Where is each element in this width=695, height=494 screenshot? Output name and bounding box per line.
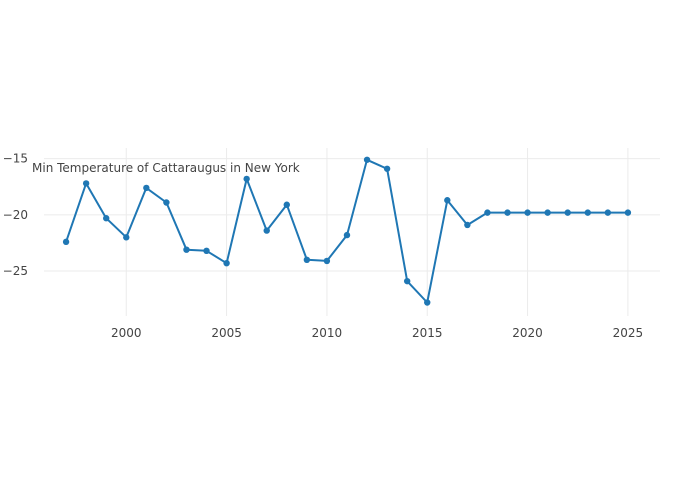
data-point[interactable] (203, 247, 210, 255)
data-point[interactable] (243, 175, 250, 183)
data-point[interactable] (544, 209, 551, 216)
y-tick-label: −20 (3, 208, 28, 222)
data-point[interactable] (263, 227, 270, 234)
data-point[interactable] (484, 209, 491, 216)
x-tick-label: 2010 (312, 326, 343, 340)
y-tick-label: −25 (3, 264, 28, 278)
data-point[interactable] (123, 234, 130, 241)
data-point[interactable] (103, 215, 110, 222)
data-point[interactable] (624, 209, 632, 216)
data-point[interactable] (223, 259, 230, 267)
x-tick-label: 2005 (211, 326, 242, 340)
chart-title: Min Temperature of Cattaraugus in New Yo… (32, 161, 300, 175)
tick-layer: 2000 2005 2010 2015 2020 2025 −15 −20 −25 (3, 152, 643, 340)
data-point[interactable] (403, 277, 411, 285)
data-point[interactable] (504, 209, 511, 216)
data-point[interactable] (363, 156, 371, 163)
y-tick-label: −15 (3, 152, 28, 166)
point-layer (62, 156, 632, 306)
data-point[interactable] (323, 257, 331, 265)
data-point[interactable] (464, 221, 471, 229)
data-point[interactable] (444, 197, 451, 204)
data-point[interactable] (383, 165, 391, 172)
x-tick-label: 2020 (512, 326, 543, 340)
x-tick-label: 2025 (613, 326, 644, 340)
x-tick-label: 2000 (111, 326, 142, 340)
data-point[interactable] (183, 246, 190, 253)
data-point[interactable] (524, 209, 531, 216)
data-point[interactable] (604, 209, 612, 216)
x-tick-label: 2015 (412, 326, 443, 340)
data-point[interactable] (343, 231, 351, 239)
data-point[interactable] (143, 184, 150, 192)
series-line (65, 158, 628, 304)
data-point[interactable] (424, 299, 431, 306)
data-point[interactable] (303, 256, 311, 264)
grid-layer (44, 148, 660, 316)
data-point[interactable] (62, 238, 70, 246)
data-point[interactable] (82, 180, 90, 187)
data-point[interactable] (283, 201, 290, 208)
data-point[interactable] (564, 209, 571, 216)
data-point[interactable] (584, 209, 591, 216)
data-point[interactable] (163, 199, 170, 206)
